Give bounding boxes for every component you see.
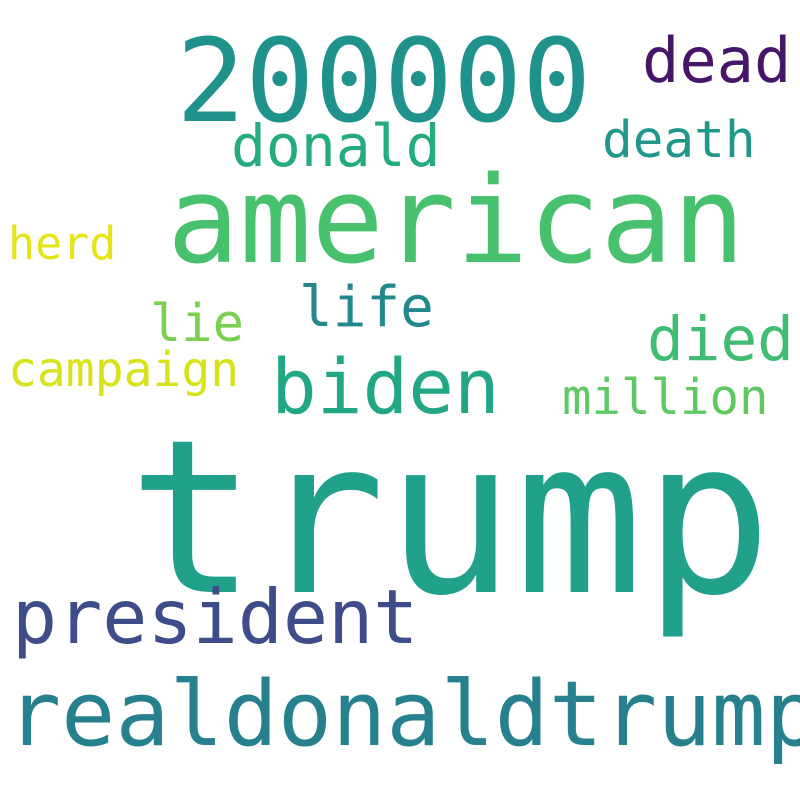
word-biden: biden [271, 342, 500, 431]
word-campaign: campaign [8, 342, 240, 398]
word-dead: dead [642, 24, 792, 97]
word-death: death [602, 111, 756, 170]
word-life: life [299, 275, 434, 340]
word-million: million [562, 369, 769, 426]
word-president: president [12, 573, 419, 661]
word-donald: donald [231, 112, 441, 180]
word-lie: lie [150, 294, 244, 354]
word-trump: trump [128, 394, 773, 643]
word-american: american [167, 152, 745, 291]
word-herd: herd [8, 217, 117, 270]
word-realdonaldtrump: realdonaldtrump [7, 662, 800, 767]
word-200000: 200000 [176, 15, 592, 149]
word-died: died [647, 304, 794, 375]
